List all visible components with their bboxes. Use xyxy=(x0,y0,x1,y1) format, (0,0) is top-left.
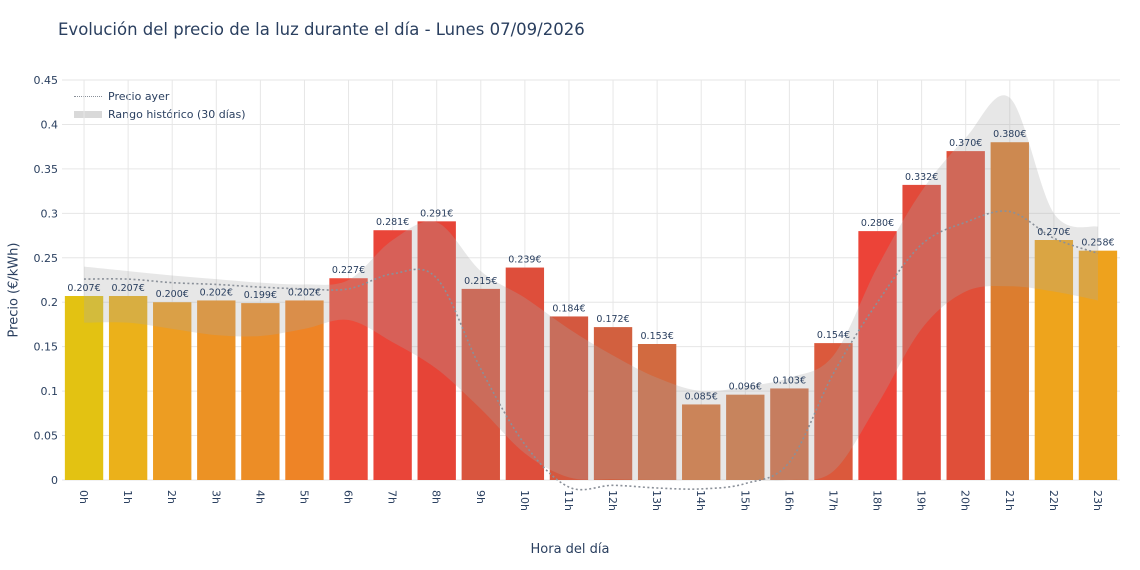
bar-data-label: 0.096€ xyxy=(729,382,762,393)
x-tick-label: 2h xyxy=(165,490,178,504)
bar-data-label: 0.153€ xyxy=(641,331,674,342)
x-tick-label: 22h xyxy=(1047,490,1060,511)
bar-data-label: 0.281€ xyxy=(376,217,409,228)
bar xyxy=(946,151,985,480)
y-tick-label: 0.25 xyxy=(34,252,59,265)
x-tick-label: 3h xyxy=(209,490,222,504)
bar xyxy=(593,327,633,480)
bar-data-label: 0.200€ xyxy=(156,289,189,300)
bar xyxy=(241,303,280,480)
bar xyxy=(108,296,148,480)
bar xyxy=(1034,240,1074,480)
legend-label-rango-historico: Rango histórico (30 días) xyxy=(108,107,246,121)
x-tick-label: 0h xyxy=(77,490,90,504)
bar-data-label: 0.202€ xyxy=(200,287,233,298)
bar xyxy=(505,267,545,480)
y-tick-label: 0.1 xyxy=(41,385,59,398)
x-tick-label: 9h xyxy=(474,490,487,504)
x-tick-label: 12h xyxy=(606,490,619,511)
x-tick-label: 15h xyxy=(738,490,751,511)
legend-item-precio-ayer[interactable]: Precio ayer xyxy=(74,87,246,105)
bar-data-label: 0.184€ xyxy=(552,303,585,314)
legend-item-rango-historico[interactable]: Rango histórico (30 días) xyxy=(74,105,246,123)
bar-data-label: 0.370€ xyxy=(949,138,982,149)
bar-data-label: 0.085€ xyxy=(685,391,718,402)
x-tick-label: 8h xyxy=(430,490,443,504)
y-tick-label: 0.15 xyxy=(34,341,59,354)
bar xyxy=(197,300,236,480)
dotted-line-swatch xyxy=(74,95,102,97)
bar-data-label: 0.154€ xyxy=(817,330,850,341)
bar-data-label: 0.202€ xyxy=(288,287,321,298)
bar xyxy=(814,343,853,480)
x-tick-label: 16h xyxy=(782,490,795,511)
bar xyxy=(858,231,897,480)
x-tick-label: 10h xyxy=(518,490,531,511)
y-tick-label: 0.2 xyxy=(41,296,59,309)
bar xyxy=(726,394,765,480)
historical-range-band xyxy=(84,95,1098,481)
bar-data-label: 0.199€ xyxy=(244,290,277,301)
bar-data-label: 0.215€ xyxy=(464,276,497,287)
y-tick-label: 0.3 xyxy=(41,207,59,220)
bar-data-label: 0.239€ xyxy=(508,255,541,266)
bar-data-label: 0.207€ xyxy=(112,283,145,294)
chart-title: Evolución del precio de la luz durante e… xyxy=(58,20,585,39)
bar-data-label: 0.227€ xyxy=(332,265,365,276)
x-tick-label: 18h xyxy=(871,490,884,511)
bar-data-label: 0.207€ xyxy=(67,283,100,294)
bar xyxy=(902,184,941,480)
x-axis-label: Hora del día xyxy=(530,542,610,557)
bar-data-label: 0.172€ xyxy=(596,314,629,325)
bar xyxy=(682,404,721,480)
bar xyxy=(153,302,192,480)
x-tick-label: 21h xyxy=(1003,490,1016,511)
bar-data-label: 0.291€ xyxy=(420,208,453,219)
bar xyxy=(770,388,809,480)
legend-label-precio-ayer: Precio ayer xyxy=(108,89,170,103)
bar-data-label: 0.270€ xyxy=(1037,227,1070,238)
bar xyxy=(990,142,1029,480)
legend[interactable]: Precio ayer Rango histórico (30 días) xyxy=(74,87,246,123)
precio-ayer-line xyxy=(84,210,1099,491)
bar-data-label: 0.380€ xyxy=(993,129,1026,140)
x-tick-label: 1h xyxy=(121,490,134,504)
x-tick-label: 17h xyxy=(826,490,839,511)
x-tick-label: 14h xyxy=(694,490,707,511)
bar xyxy=(461,288,500,480)
bar xyxy=(1078,250,1118,480)
bar xyxy=(329,278,368,480)
y-tick-label: 0.45 xyxy=(34,74,59,87)
bar-data-label: 0.280€ xyxy=(861,218,894,229)
x-tick-label: 13h xyxy=(650,490,663,511)
x-tick-label: 11h xyxy=(562,490,575,511)
bar-data-label: 0.332€ xyxy=(905,172,938,183)
bar-data-label: 0.103€ xyxy=(773,375,806,386)
bar xyxy=(285,300,324,480)
x-tick-label: 23h xyxy=(1091,490,1104,511)
y-tick-label: 0.05 xyxy=(34,430,59,443)
y-tick-label: 0 xyxy=(51,474,58,487)
x-tick-label: 4h xyxy=(253,490,266,504)
x-tick-label: 7h xyxy=(386,490,399,504)
x-tick-label: 20h xyxy=(959,490,972,511)
bar xyxy=(64,296,104,480)
bar-data-label: 0.258€ xyxy=(1081,238,1114,249)
x-tick-label: 5h xyxy=(297,490,310,504)
band-swatch xyxy=(74,110,102,118)
y-tick-label: 0.35 xyxy=(34,163,59,176)
bar xyxy=(637,344,677,480)
x-tick-label: 19h xyxy=(915,490,928,511)
y-tick-label: 0.4 xyxy=(41,118,59,131)
bar xyxy=(549,316,589,480)
y-axis-label: Precio (€/kWh) xyxy=(6,242,22,338)
bar xyxy=(417,221,456,481)
x-tick-label: 6h xyxy=(342,490,355,504)
